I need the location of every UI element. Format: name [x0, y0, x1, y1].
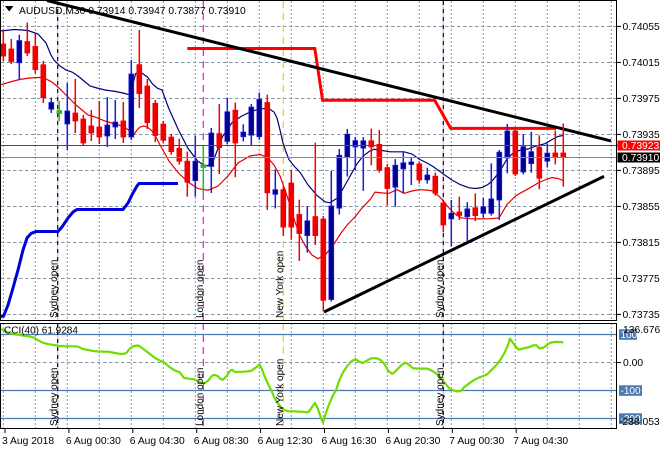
svg-text:6 Aug 12:30: 6 Aug 12:30 — [258, 436, 313, 447]
svg-text:London open: London open — [195, 368, 206, 426]
svg-text:0.74015: 0.74015 — [623, 58, 660, 69]
svg-text:0.73975: 0.73975 — [623, 94, 660, 105]
svg-text:0.73775: 0.73775 — [623, 274, 660, 285]
svg-text:CCI(40) 61.9284: CCI(40) 61.9284 — [4, 326, 78, 337]
svg-text:-100: -100 — [621, 386, 641, 397]
svg-text:0.73735: 0.73735 — [623, 310, 660, 321]
svg-text:6 Aug 04:30: 6 Aug 04:30 — [130, 436, 185, 447]
svg-text:New York open: New York open — [275, 359, 286, 426]
svg-text:0.73895: 0.73895 — [623, 166, 660, 177]
svg-text:7 Aug 04:30: 7 Aug 04:30 — [513, 436, 568, 447]
svg-text:AUDUSD,M30 0.73914 0.73947 0.7: AUDUSD,M30 0.73914 0.73947 0.73877 0.739… — [19, 6, 246, 17]
svg-text:0.73855: 0.73855 — [623, 202, 660, 213]
svg-text:London open: London open — [195, 260, 206, 318]
svg-text:0.73935: 0.73935 — [623, 130, 660, 141]
svg-text:Sydney open: Sydney open — [49, 260, 60, 318]
svg-text:Sydney open: Sydney open — [435, 260, 446, 318]
svg-text:6 Aug 16:30: 6 Aug 16:30 — [322, 436, 377, 447]
svg-text:Sydney open: Sydney open — [435, 368, 446, 426]
svg-text:6 Aug 20:30: 6 Aug 20:30 — [385, 436, 440, 447]
svg-text:Sydney open: Sydney open — [49, 368, 60, 426]
svg-text:6 Aug 00:30: 6 Aug 00:30 — [66, 436, 121, 447]
svg-text:0.73815: 0.73815 — [623, 238, 660, 249]
svg-text:6 Aug 08:30: 6 Aug 08:30 — [194, 436, 249, 447]
svg-text:0.00: 0.00 — [623, 358, 643, 369]
svg-text:7 Aug 00:30: 7 Aug 00:30 — [449, 436, 504, 447]
svg-text:New York open: New York open — [275, 251, 286, 318]
svg-text:136.676: 136.676 — [623, 325, 660, 336]
svg-text:0.74055: 0.74055 — [623, 22, 660, 33]
svg-text:3 Aug 2018: 3 Aug 2018 — [2, 436, 54, 447]
svg-text:0.73910: 0.73910 — [622, 153, 659, 164]
svg-text:-238.0539: -238.0539 — [619, 417, 660, 428]
svg-text:0.73923: 0.73923 — [622, 141, 659, 152]
